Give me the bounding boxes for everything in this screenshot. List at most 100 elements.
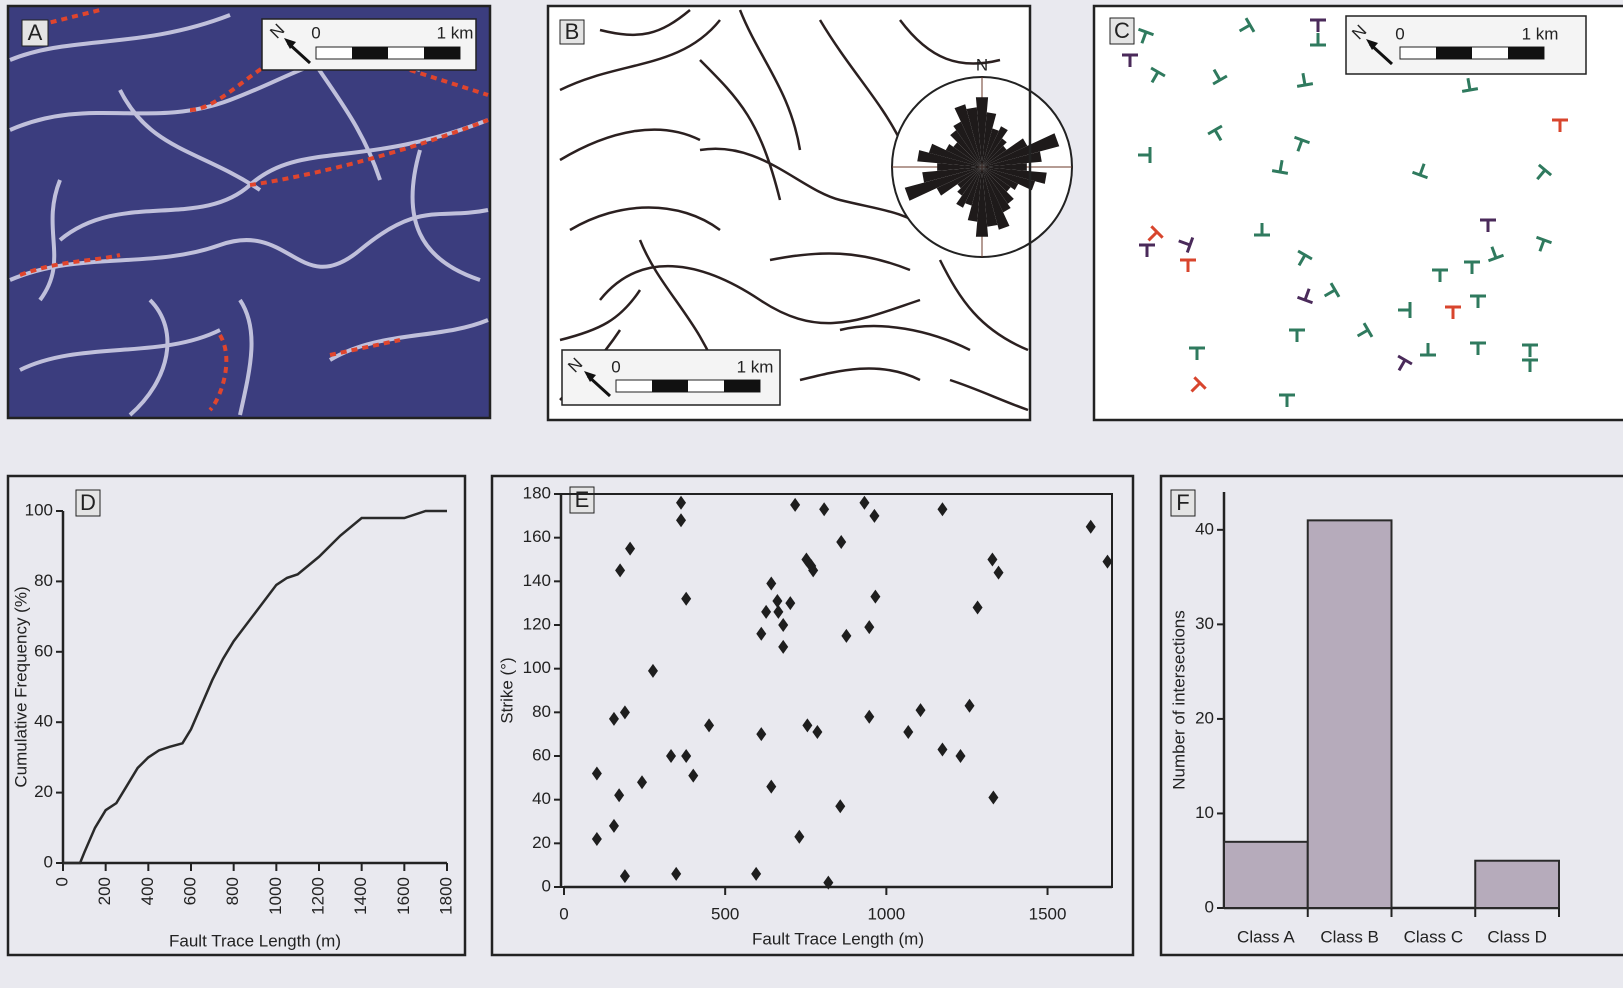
scatter-point (676, 496, 686, 510)
scatter-point (973, 601, 983, 615)
scatter-point (778, 640, 788, 654)
scatter-point (836, 535, 846, 549)
bar (1475, 861, 1559, 908)
y-tick-label: 120 (523, 614, 551, 633)
scatter-point (987, 553, 997, 567)
scatter-point (937, 742, 947, 756)
x-tick-label: 600 (180, 877, 199, 905)
scatter-point (773, 605, 783, 619)
scale-bar-segment (424, 47, 460, 59)
scatter-point (592, 832, 602, 846)
scatter-point (609, 819, 619, 833)
scale-bar-segment (724, 380, 760, 392)
scatter-point (790, 498, 800, 512)
y-axis-label: Cumulative Frequency (%) (11, 586, 30, 787)
scatter-point (666, 749, 676, 763)
scatter-point (614, 788, 624, 802)
x-tick-label: 1400 (351, 877, 370, 915)
y-axis-label: Number of intersections (1169, 610, 1188, 790)
y-tick-label: 100 (25, 500, 53, 519)
bar (1224, 842, 1308, 908)
cumulative-line (63, 511, 447, 863)
y-tick-label: 140 (523, 571, 551, 590)
y-tick-label: 80 (532, 702, 551, 721)
panel-label: B (565, 19, 580, 44)
x-tick-label: 1000 (867, 904, 905, 923)
page: {"maps": [ {"label": "A", "scale_start":… (0, 0, 1623, 988)
scale-end: 1 km (1522, 24, 1559, 43)
scale-end: 1 km (737, 357, 774, 376)
scatter-point (870, 590, 880, 604)
y-tick-label: 80 (34, 571, 53, 590)
rose-north: N (976, 55, 988, 74)
scatter-point (609, 712, 619, 726)
x-tick-label: 0 (52, 877, 71, 886)
y-tick-label: 0 (1205, 897, 1214, 916)
scatter-point (994, 566, 1004, 580)
scatter-point (802, 718, 812, 732)
scatter-point (859, 496, 869, 510)
scatter-point (988, 790, 998, 804)
y-tick-label: 20 (34, 782, 53, 801)
scatter-point (785, 596, 795, 610)
y-tick-label: 0 (542, 876, 551, 895)
scale-start: 0 (311, 23, 320, 42)
panel-label: E (575, 487, 590, 512)
map-a: N 0 1 km A (8, 6, 490, 418)
scatter-point (648, 664, 658, 678)
x-tick-label: 800 (223, 877, 242, 905)
scatter-point (766, 780, 776, 794)
scale-bar-segment (352, 47, 388, 59)
y-tick-label: 20 (532, 833, 551, 852)
scatter-point (688, 769, 698, 783)
scale-end: 1 km (437, 23, 474, 42)
map-c: N 0 1 km C (1094, 6, 1623, 420)
scatter-point (704, 718, 714, 732)
plot-frame (561, 494, 1112, 887)
x-tick-label: 400 (138, 877, 157, 905)
x-tick-label: Class A (1237, 927, 1295, 946)
y-tick-label: 160 (523, 527, 551, 546)
scatter-point (794, 830, 804, 844)
scatter-point (955, 749, 965, 763)
scatter-point (592, 766, 602, 780)
x-tick-label: 1800 (436, 877, 455, 915)
scatter-point (761, 605, 771, 619)
scatter-point (965, 699, 975, 713)
y-tick-label: 60 (34, 641, 53, 660)
y-tick-label: 100 (523, 658, 551, 677)
x-tick-label: 1500 (1029, 904, 1067, 923)
bar (1308, 520, 1392, 908)
scatter-point (766, 577, 776, 591)
scatter-point (812, 725, 822, 739)
panel-label: C (1114, 18, 1130, 43)
scale-bar-segment (1508, 47, 1544, 59)
x-axis-label: Fault Trace Length (m) (752, 929, 924, 948)
scatter-point (756, 727, 766, 741)
y-tick-label: 40 (34, 712, 53, 731)
x-tick-label: Class D (1487, 927, 1547, 946)
map-b: N N 0 1 km B (548, 6, 1072, 420)
figure: N 0 1 km A (0, 0, 1623, 988)
panel-frame (492, 476, 1133, 955)
scatter-point (681, 749, 691, 763)
x-tick-label: 500 (711, 904, 739, 923)
x-tick-label: 1200 (308, 877, 327, 915)
y-tick-label: 20 (1195, 708, 1214, 727)
scatter-point (751, 867, 761, 881)
x-axis-label: Fault Trace Length (m) (169, 931, 341, 950)
y-tick-label: 40 (1195, 519, 1214, 538)
scatter-point (615, 563, 625, 577)
panel-label: A (28, 20, 43, 45)
y-tick-label: 60 (532, 745, 551, 764)
scatter-point (778, 618, 788, 632)
scatter-point (937, 502, 947, 516)
scatter-point (903, 725, 913, 739)
y-axis-label: Strike (°) (497, 657, 516, 723)
scatter-point (869, 509, 879, 523)
scatter-point (1102, 555, 1112, 569)
scale-bar-segment (652, 380, 688, 392)
x-tick-label: Class C (1404, 927, 1464, 946)
scatter-point (681, 592, 691, 606)
